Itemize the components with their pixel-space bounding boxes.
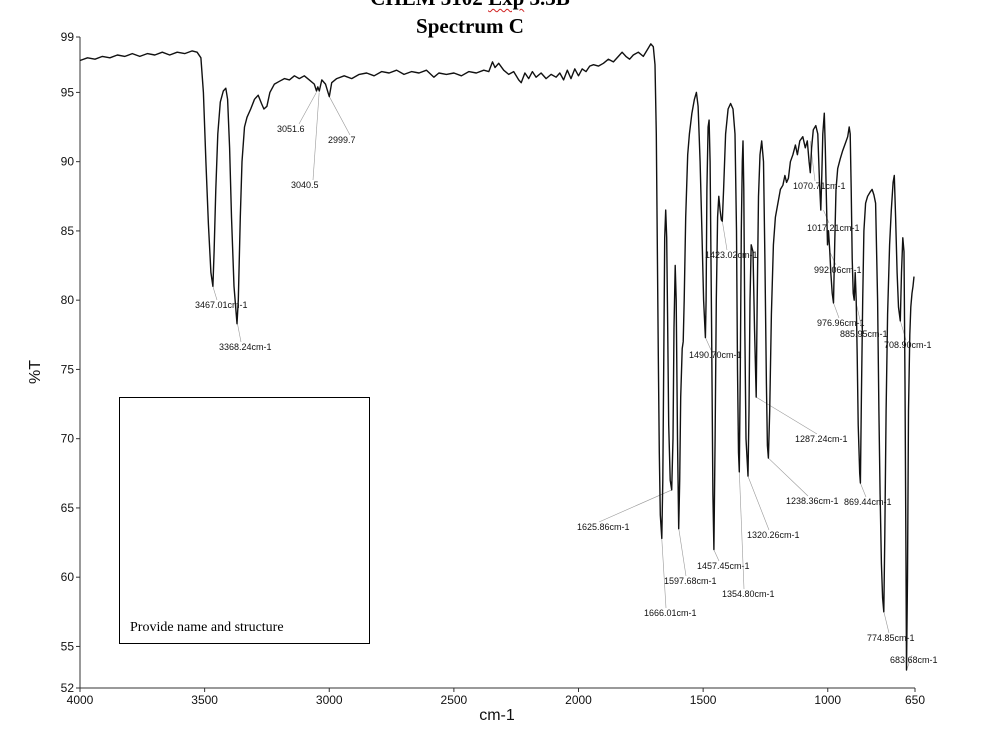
annotation-leader-line [739, 471, 745, 590]
peak-label: 1354.80cm-1 [722, 589, 775, 599]
annotation-leader-line [705, 337, 712, 351]
peak-label: 869.44cm-1 [844, 497, 892, 507]
x-tick-label: 4000 [67, 693, 94, 707]
peak-label: 992.06cm-1 [814, 265, 862, 275]
annotation-leader-line [722, 221, 728, 251]
peak-label: 976.96cm-1 [817, 318, 865, 328]
chart-title: Spectrum C [416, 14, 524, 38]
annotation-leader-line [661, 538, 667, 609]
spectrum-trace [79, 43, 915, 671]
annotation-leader-line [747, 475, 770, 531]
annotation-leader-line [237, 323, 242, 343]
y-tick-label: 80 [61, 293, 75, 307]
peak-label: 1287.24cm-1 [795, 434, 848, 444]
y-tick-label: 85 [61, 224, 75, 238]
peak-label: 3040.5 [291, 180, 319, 190]
y-tick-label: 99 [61, 30, 75, 44]
experiment-number: 3.3B [524, 0, 570, 10]
peak-label: 3051.6 [277, 124, 305, 134]
peak-label: 1666.01cm-1 [644, 608, 697, 618]
x-tick-label: 1000 [814, 693, 841, 707]
annotation-leader-line [713, 549, 720, 562]
x-tick-label: 650 [905, 693, 925, 707]
y-axis-title: %T [27, 360, 44, 384]
x-tick-label: 1500 [690, 693, 717, 707]
peak-label: 1625.86cm-1 [577, 522, 630, 532]
peak-label: 1423.02cm-1 [705, 250, 758, 260]
y-tick-label: 52 [61, 681, 75, 695]
peak-label: 1238.36cm-1 [786, 496, 839, 506]
annotation-leader-line [329, 96, 351, 136]
x-axis-title: cm-1 [479, 707, 515, 724]
y-tick-label: 70 [61, 432, 75, 446]
y-tick-label: 95 [61, 85, 75, 99]
peak-label: 885.95cm-1 [840, 329, 888, 339]
peak-label: 3467.01cm-1 [195, 300, 248, 310]
annotation-leader-line [312, 92, 320, 181]
peak-label: 774.85cm-1 [867, 633, 915, 643]
annotation-leader-line [855, 302, 863, 330]
course-code: CHEM 3102 [370, 0, 488, 10]
spellcheck-word: Exp [488, 0, 524, 10]
y-tick-label: 90 [61, 155, 75, 169]
annotation-leader-line [756, 396, 818, 435]
peak-label: 683.68cm-1 [890, 655, 938, 665]
annotation-leader-line [883, 611, 890, 634]
peak-label: 3368.24cm-1 [219, 342, 272, 352]
x-tick-label: 3000 [316, 693, 343, 707]
y-tick-label: 75 [61, 362, 75, 376]
annotation-leader-line [212, 286, 218, 301]
x-tick-label: 2500 [441, 693, 468, 707]
annotation-leader-line [860, 482, 867, 498]
peak-label: 708.90cm-1 [884, 340, 932, 350]
x-tick-label: 3500 [191, 693, 218, 707]
annotation-leader-line [768, 457, 809, 497]
peak-label: 1017.21cm-1 [807, 223, 860, 233]
peak-label: 1597.68cm-1 [664, 576, 717, 586]
peak-label: 1320.26cm-1 [747, 530, 800, 540]
peak-label: 1457.45cm-1 [697, 561, 750, 571]
answer-box-label: Provide name and structure [130, 620, 284, 635]
peak-label: 2999.7 [328, 135, 356, 145]
annotation-leader-line [833, 302, 840, 319]
y-tick-label: 55 [61, 639, 75, 653]
y-tick-label: 65 [61, 501, 75, 515]
annotation-leader-line [906, 654, 913, 671]
y-tick-label: 60 [61, 570, 75, 584]
answer-box: Provide name and structure [119, 397, 370, 644]
chart-title-line-1: CHEM 3102 Exp 3.3B [0, 0, 940, 11]
annotation-leader-line [298, 92, 317, 125]
x-tick-label: 2000 [565, 693, 592, 707]
annotation-leader-line [678, 528, 687, 577]
